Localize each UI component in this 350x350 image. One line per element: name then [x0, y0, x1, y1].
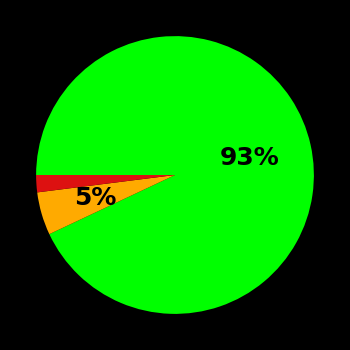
Wedge shape — [36, 175, 175, 192]
Text: 93%: 93% — [220, 146, 279, 170]
Wedge shape — [36, 36, 314, 314]
Wedge shape — [37, 175, 175, 234]
Text: 5%: 5% — [74, 186, 116, 210]
